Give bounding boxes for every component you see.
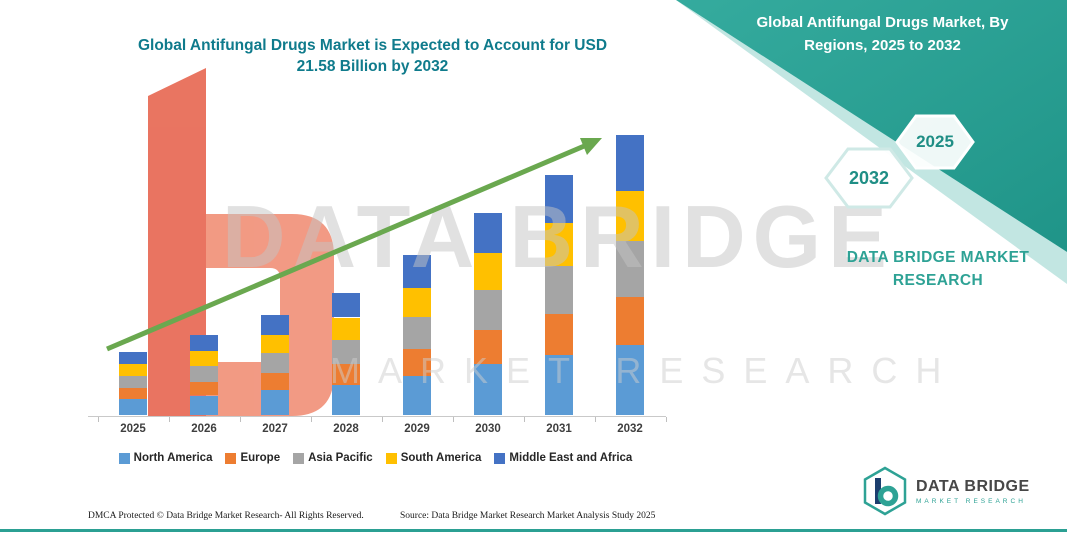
side-panel-title-line2: Regions, 2025 to 2032: [804, 37, 961, 55]
x-axis-label-2026: 2026: [191, 423, 217, 435]
legend-label: South America: [400, 452, 482, 464]
chart-title: Global Antifungal Drugs Market is Expect…: [95, 36, 650, 78]
dbmr-logo: DATA BRIDGE MARKET RESEARCH: [862, 466, 1030, 516]
legend-swatch: [494, 452, 506, 464]
bar-segment-middle-east-and-africa-2028: [332, 292, 360, 318]
axis-tick: [239, 417, 241, 422]
chart-title-line1: Global Antifungal Drugs Market is Expect…: [137, 37, 608, 54]
bar-segment-middle-east-and-africa-2025: [119, 351, 147, 365]
bar-segment-north-america-2025: [119, 399, 147, 415]
x-axis-label-2029: 2029: [404, 423, 430, 435]
chart-legend: North America Europe Asia Pacific South Ame…: [88, 452, 663, 464]
legend-swatch: [385, 452, 397, 464]
x-axis-label-2030: 2030: [475, 423, 501, 435]
axis-tick: [594, 417, 596, 422]
legend-swatch: [225, 452, 237, 464]
legend-label: Middle East and Africa: [509, 452, 633, 464]
bar-segment-asia-pacific-2025: [119, 376, 147, 389]
bar-segment-south-america-2026: [190, 351, 218, 366]
hexagon-2032-label: 2032: [848, 167, 890, 188]
brand-line1: DATA BRIDGE MARKET: [846, 249, 1030, 266]
logo-tagline: MARKET RESEARCH: [916, 497, 1026, 505]
x-axis-label-2025: 2025: [120, 423, 146, 435]
axis-tick: [310, 417, 312, 422]
bar-segment-north-america-2029: [403, 376, 431, 415]
axis-tick: [168, 417, 170, 422]
bar-segment-asia-pacific-2030: [474, 289, 502, 330]
legend-label: North America: [133, 452, 213, 464]
bar-segment-middle-east-and-africa-2027: [261, 314, 289, 336]
side-panel-title-line1: Global Antifungal Drugs Market, By: [756, 14, 1009, 31]
legend-item-asia-pacific: Asia Pacific: [293, 452, 373, 464]
legend-item-south-america: South America: [385, 452, 482, 464]
bar-segment-europe-2027: [261, 373, 289, 391]
bar-segment-middle-east-and-africa-2032: [616, 134, 644, 191]
bar-segment-europe-2028: [332, 364, 360, 386]
bar-segment-asia-pacific-2026: [190, 365, 218, 382]
bar-segment-europe-2026: [190, 381, 218, 396]
bottom-accent-rule: [0, 529, 1067, 532]
bar-segment-europe-2025: [119, 388, 147, 400]
bar-segment-europe-2029: [403, 348, 431, 376]
legend-swatch: [118, 452, 130, 464]
x-axis-line: [88, 416, 666, 417]
bar-segment-north-america-2027: [261, 390, 289, 415]
bar-segment-south-america-2027: [261, 335, 289, 354]
bar-segment-south-america-2029: [403, 287, 431, 317]
bar-segment-asia-pacific-2027: [261, 353, 289, 374]
legend-item-north-america: North America: [118, 452, 213, 464]
bar-segment-north-america-2028: [332, 385, 360, 415]
axis-tick: [97, 417, 99, 422]
legend-label: Europe: [240, 452, 281, 464]
bar-segment-north-america-2031: [545, 355, 573, 415]
x-axis-label-2032: 2032: [617, 423, 643, 435]
legend-swatch: [293, 452, 305, 464]
bar-segment-north-america-2032: [616, 344, 644, 415]
brand-wordmark: DATA BRIDGE MARKET RESEARCH: [828, 246, 1048, 293]
watermark-data-bridge: DATA BRIDGE: [222, 187, 894, 286]
legend-label: Asia Pacific: [308, 452, 373, 464]
x-axis-label-2027: 2027: [262, 423, 288, 435]
side-panel-title: Global Antifungal Drugs Market, By Regio…: [715, 11, 1050, 58]
bar-segment-middle-east-and-africa-2026: [190, 335, 218, 352]
brand-line2: RESEARCH: [892, 272, 984, 290]
footer-dmca: DMCA Protected © Data Bridge Market Rese…: [88, 511, 364, 521]
dbmr-logo-icon: [863, 466, 907, 516]
axis-tick: [665, 417, 667, 422]
bar-segment-asia-pacific-2032: [616, 241, 644, 298]
bar-segment-north-america-2026: [190, 395, 218, 415]
legend-item-middle-east-and-africa: Middle East and Africa: [494, 452, 632, 464]
bar-segment-asia-pacific-2029: [403, 316, 431, 349]
bar-segment-south-america-2028: [332, 317, 360, 340]
axis-tick: [381, 417, 383, 422]
bar-segment-south-america-2025: [119, 364, 147, 376]
chart-title-line2: 21.58 Billion by 2032: [296, 57, 449, 75]
x-axis-label-2031: 2031: [546, 423, 572, 435]
axis-tick: [452, 417, 454, 422]
bar-segment-europe-2032: [616, 297, 644, 345]
legend-item-europe: Europe: [225, 452, 280, 464]
watermark-market-research: MARKET RESEARCH: [330, 350, 960, 391]
x-axis-label-2028: 2028: [333, 423, 359, 435]
axis-tick: [523, 417, 525, 422]
bar-segment-south-america-2032: [616, 190, 644, 242]
footer-source: Source: Data Bridge Market Research Mark…: [400, 511, 656, 521]
bar-segment-north-america-2030: [474, 364, 502, 415]
logo-name: DATA BRIDGE: [916, 477, 1030, 495]
hexagon-2032: 2032: [824, 145, 914, 211]
